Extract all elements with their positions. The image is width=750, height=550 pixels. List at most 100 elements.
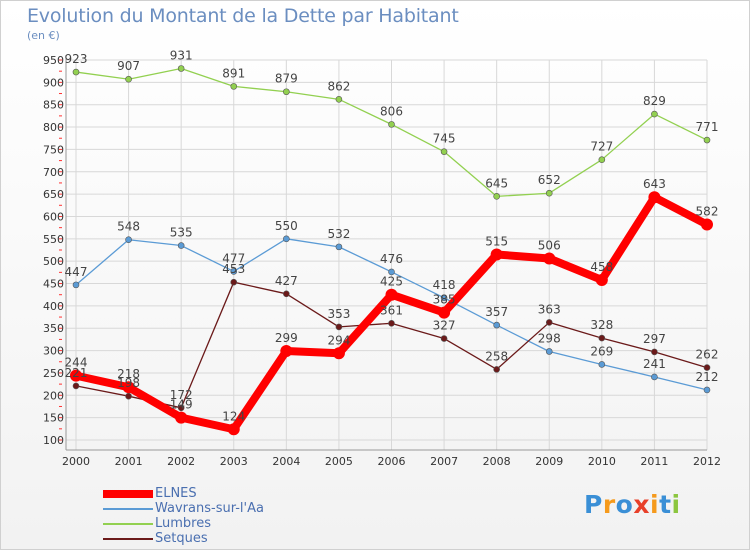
x-tick-label: 2012 [693,455,721,468]
y-tick-label: 350 [43,322,64,335]
data-label: 476 [380,252,403,266]
data-label: 879 [275,72,298,86]
data-point [440,335,448,342]
x-tick-label: 2009 [535,455,563,468]
y-tick-label: 750 [43,143,64,156]
data-point [332,347,345,360]
data-label: 298 [538,331,561,345]
data-label: 172 [170,388,193,402]
data-label: 353 [327,307,350,321]
data-point [545,319,553,326]
x-tick-label: 2011 [640,455,668,468]
data-point [125,75,132,83]
data-label: 548 [117,220,140,234]
data-label: 806 [380,104,403,118]
data-point [335,323,343,331]
data-label: 550 [275,219,298,233]
data-label: 244 [65,356,88,370]
data-point [598,156,606,163]
data-label: 645 [485,176,508,190]
data-point [440,294,448,302]
data-point [493,193,500,200]
data-label: 425 [380,275,403,289]
data-point [438,306,451,319]
data-label: 771 [696,120,719,134]
legend-label: ELNES [155,486,197,501]
x-tick-label: 2005 [325,455,353,468]
logo-letter: t [659,490,672,519]
data-point [651,373,658,381]
logo-letter: r [602,490,616,519]
legend-swatch [103,490,153,498]
data-point [490,248,503,261]
data-point [701,218,713,231]
data-point [388,121,395,128]
y-tick-label: 600 [43,210,64,223]
data-point [598,361,606,368]
data-point [648,191,661,204]
data-label: 221 [65,366,88,380]
data-point [385,288,398,301]
axes: 100 150 200 250 300 350 400 450 500 550 600 650 700 7… [43,54,721,468]
data-point [703,136,711,144]
series-lines [70,65,713,436]
data-point [230,268,238,275]
data-label: 652 [538,173,561,187]
chart-subtitle: (en €) [27,29,60,42]
data-label: 269 [590,344,613,358]
data-point [177,65,185,72]
y-tick-label: 200 [43,389,64,402]
data-point [283,88,290,96]
y-tick-label: 400 [43,300,64,313]
legend-label: Lumbres [155,516,211,531]
x-tick-label: 2006 [378,455,406,468]
y-tick-label: 700 [43,166,64,179]
data-point [651,348,658,356]
data-point [125,392,132,400]
data-point [388,320,395,327]
data-label: 582 [696,205,719,219]
legend-label: Setques [155,531,208,546]
data-label: 829 [643,94,666,108]
data-label: 418 [433,278,456,292]
data-point [545,348,553,355]
data-label: 745 [433,132,456,146]
data-point [283,290,290,298]
data-point [175,411,188,424]
y-tick-label: 250 [43,367,64,380]
data-point [70,369,82,382]
data-point [493,321,500,329]
data-point [280,345,293,358]
data-point [72,382,80,390]
proxiti-logo: Proxiti [584,490,681,519]
data-label: 477 [222,251,245,265]
y-tick-label: 550 [43,233,64,246]
legend-swatch [103,508,153,510]
data-point [598,334,606,342]
x-tick-label: 2003 [220,455,248,468]
data-label: 862 [327,79,350,93]
data-label: 427 [275,274,298,288]
x-tick-label: 2004 [272,455,300,468]
y-tick-label: 850 [43,99,64,112]
data-point [227,423,240,436]
data-label: 124 [222,409,245,423]
data-label: 294 [327,333,350,347]
y-tick-label: 300 [43,345,64,358]
logo-letter: i [671,490,681,519]
data-point [703,386,711,394]
data-label: 297 [643,332,666,346]
y-tick-label: 100 [43,434,64,447]
data-label: 218 [117,367,140,381]
data-label: 923 [65,52,88,66]
x-tick-label: 2007 [430,455,458,468]
data-point [545,189,553,197]
data-label: 643 [643,177,666,191]
legend-swatch [103,523,153,525]
data-label: 357 [485,305,508,319]
data-point [230,278,238,286]
data-point [703,364,711,371]
data-point [72,281,80,289]
